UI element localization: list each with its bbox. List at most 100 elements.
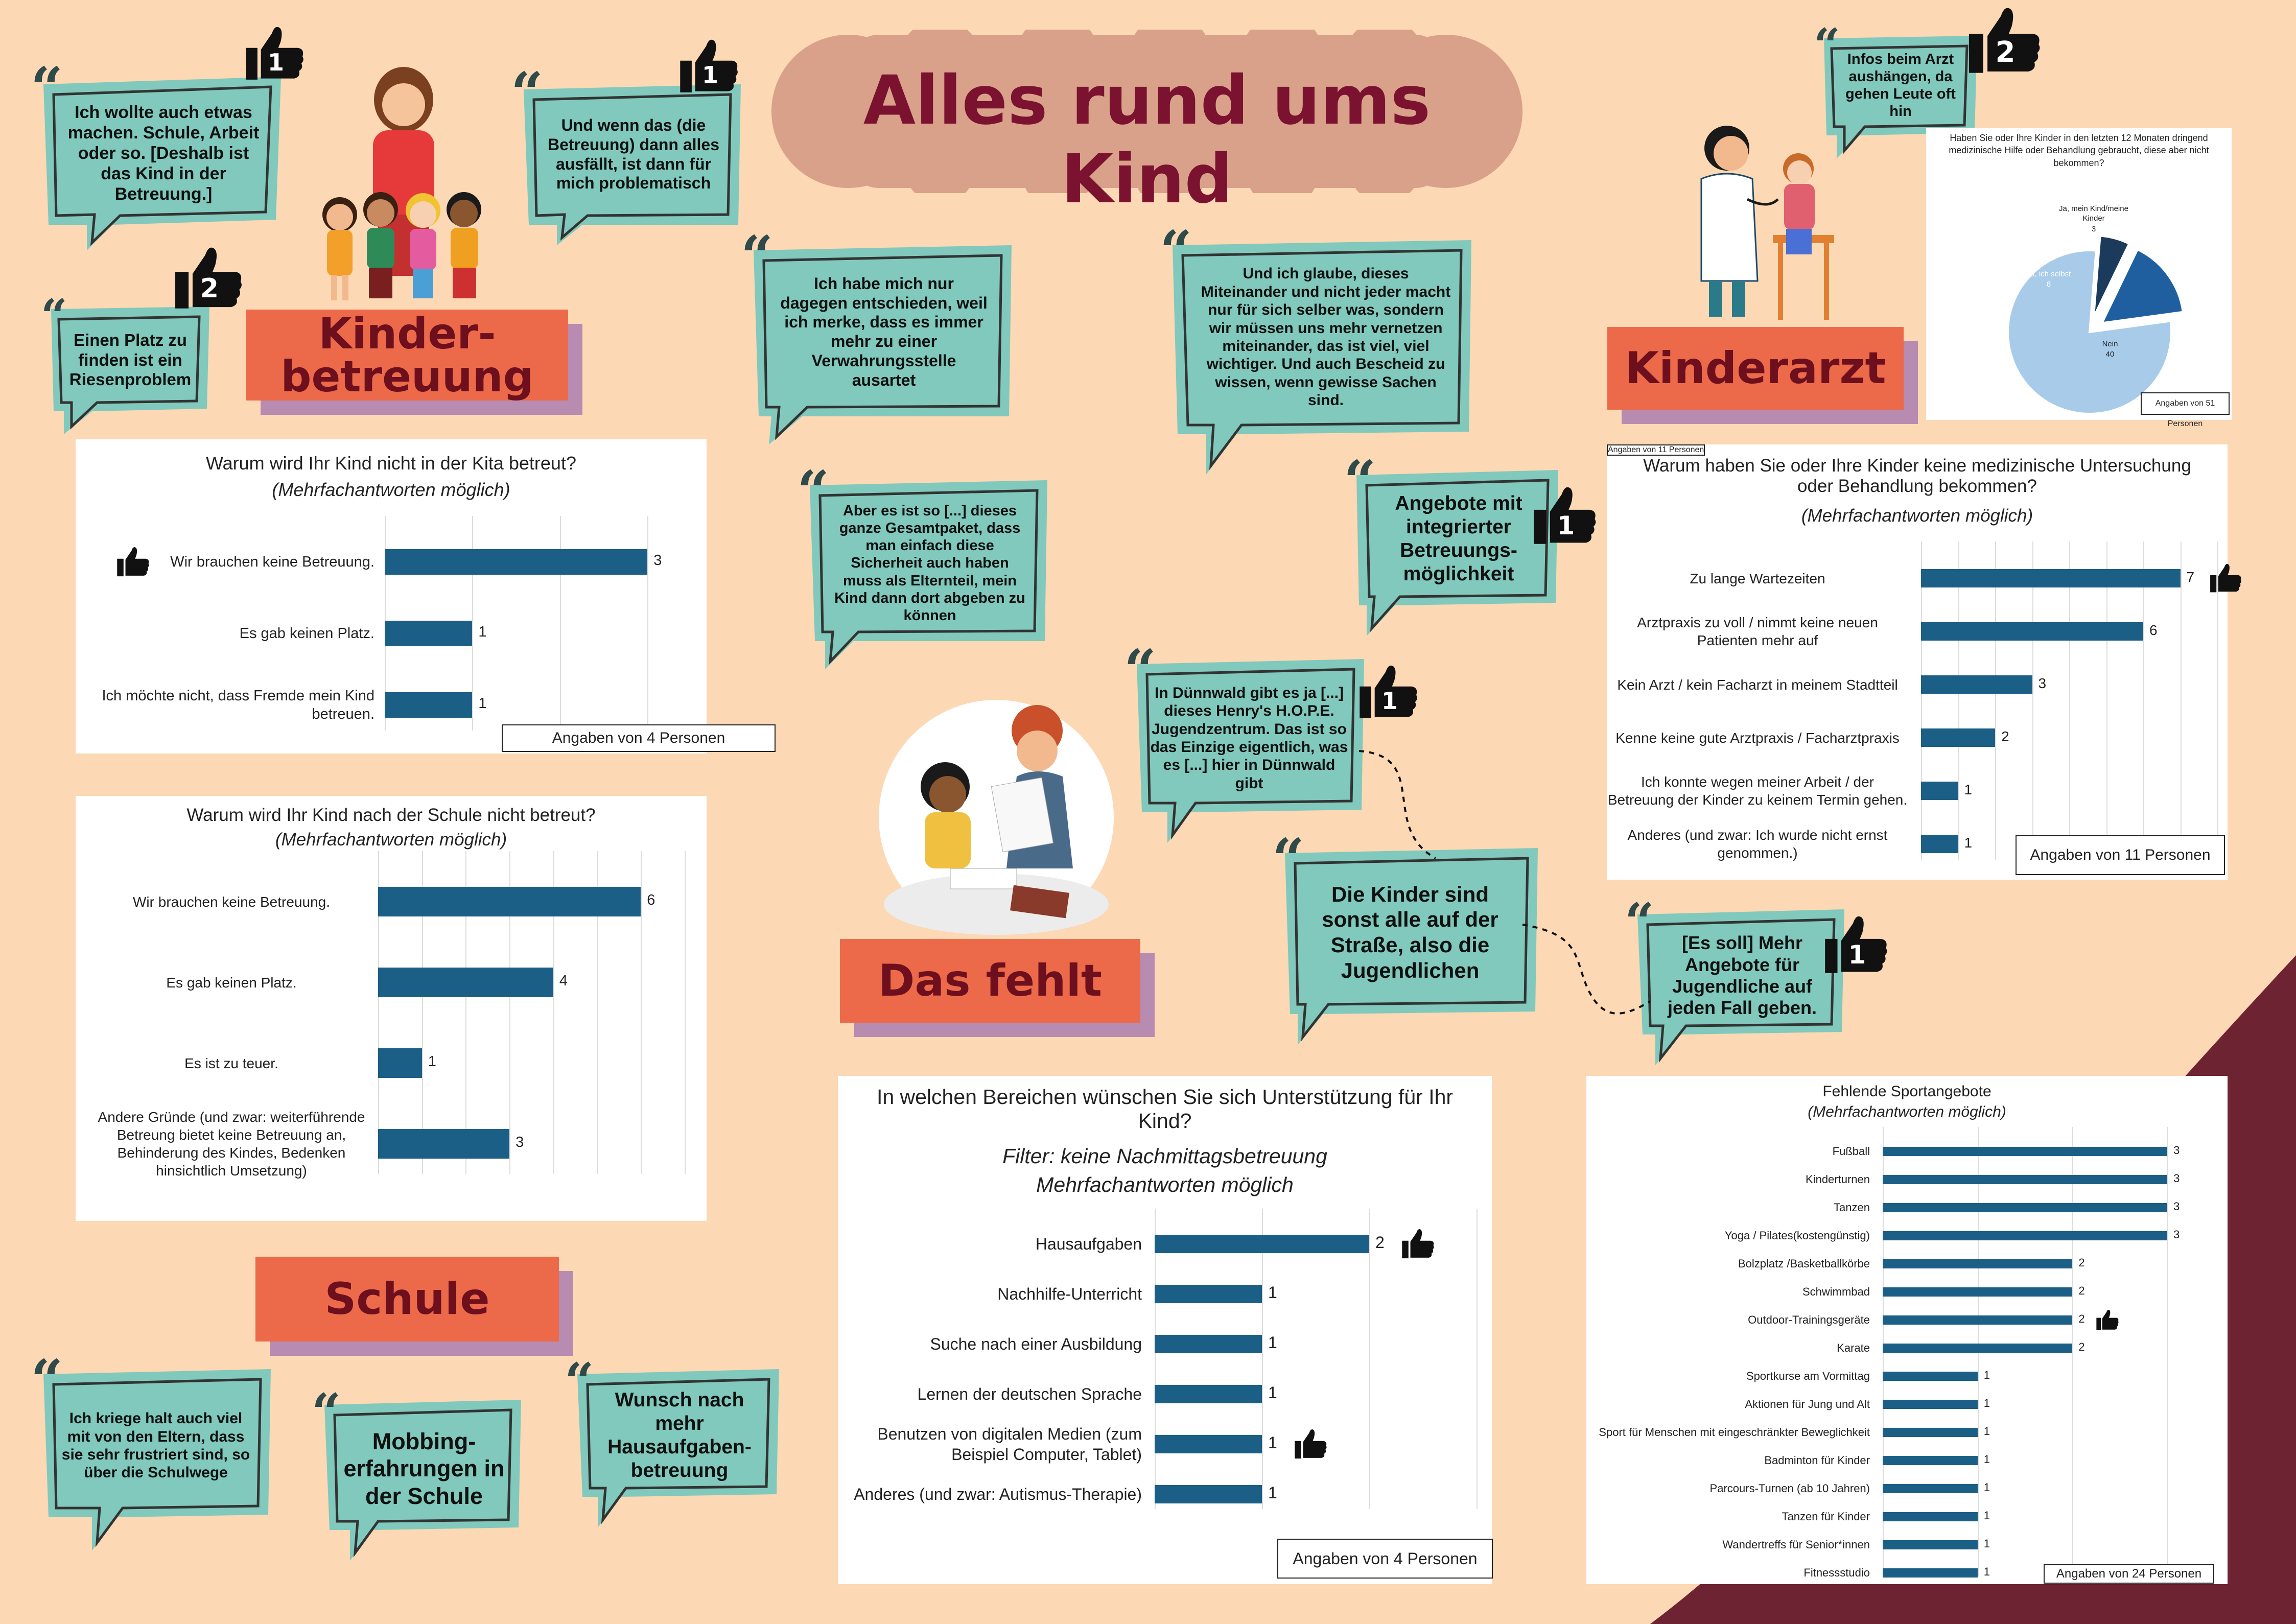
speech-bubble-shape: “ bbox=[1124, 637, 1364, 843]
category-label: Es gab keinen Platz. bbox=[239, 625, 374, 642]
gridline bbox=[1155, 1209, 1156, 1509]
speech-bubble-shape: “ bbox=[1344, 448, 1558, 636]
quote-bubble-q13: “ Mobbing-erfahrungen in der Schule bbox=[312, 1382, 526, 1563]
value-label: 1 bbox=[1268, 1484, 1277, 1502]
bar bbox=[1883, 1231, 2168, 1240]
chart-pie-arzt: Haben Sie oder Ihre Kinder in den letzte… bbox=[1926, 128, 2232, 428]
category-label: Wir brauchen keine Betreuung. bbox=[170, 553, 374, 570]
slice-label: Ja, ich selbst bbox=[2026, 270, 2071, 278]
bar bbox=[1883, 1512, 1978, 1521]
value-label: 1 bbox=[1983, 1565, 1990, 1579]
value-label: 7 bbox=[2186, 569, 2195, 585]
svg-text:“: “ bbox=[1124, 637, 1156, 703]
speech-bubble-shape: “ bbox=[511, 60, 741, 245]
category-label: Karate bbox=[1837, 1341, 1870, 1354]
bar bbox=[1883, 1371, 1978, 1381]
bar bbox=[378, 887, 641, 916]
bar bbox=[378, 1129, 510, 1159]
value-label: 3 bbox=[516, 1134, 524, 1151]
category-label: Kinderturnen bbox=[1806, 1172, 1870, 1186]
thumbs-up-icon bbox=[1292, 1426, 1328, 1463]
chart-arzt-gruende: Warum haben Sie oder Ihre Kinder keine m… bbox=[1607, 444, 2241, 880]
value-label: 2 bbox=[1375, 1233, 1385, 1252]
value-label: 1 bbox=[1983, 1481, 1990, 1494]
svg-text:“: “ bbox=[1344, 448, 1376, 514]
bar bbox=[1921, 622, 2143, 641]
gridline bbox=[2143, 542, 2144, 860]
speech-bubble-shape: “ bbox=[797, 458, 1047, 669]
quote-text: Ich kriege halt auch viel mit von den El… bbox=[61, 1410, 250, 1481]
value-label: 1 bbox=[1268, 1433, 1277, 1452]
pie-slice bbox=[2007, 249, 2172, 415]
chart-title: Warum wird Ihr Kind nicht in der Kita be… bbox=[206, 453, 576, 474]
gridline bbox=[1995, 542, 1996, 860]
category-label: Parcours-Turnen (ab 10 Jahren) bbox=[1709, 1481, 1870, 1495]
gridline bbox=[509, 851, 511, 1174]
speech-bubble-shape: “ bbox=[1272, 826, 1538, 1045]
page-title: Alles rund ums Kind bbox=[863, 61, 1431, 219]
category-label: Sportkurse am Vormittag bbox=[1746, 1369, 1870, 1382]
chart-subtitle: (Mehrfachantworten möglich) bbox=[1808, 1103, 2006, 1120]
bar bbox=[1155, 1285, 1262, 1303]
value-label: 3 bbox=[2173, 1200, 2180, 1213]
speech-bubble-shape: “ bbox=[41, 289, 209, 434]
section-label-kinderarzt: Kinderarzt bbox=[1607, 327, 1904, 410]
bar bbox=[1883, 1259, 2073, 1268]
doctor-illustration bbox=[1700, 126, 1834, 320]
quote-text: Einen Platz zu finden ist ein Riesenprob… bbox=[69, 330, 192, 389]
category-label: Wir brauchen keine Betreuung. bbox=[133, 893, 330, 910]
quote-text: Ich wollte auch etwas machen. Schule, Ar… bbox=[67, 102, 260, 204]
category-label: Hausaufgaben bbox=[1035, 1235, 1142, 1253]
chart-subtitle: Filter: keine Nachmittagsbetreuung bbox=[1002, 1144, 1327, 1168]
thumbs-up-icon: 2 bbox=[1962, 0, 2044, 82]
value-label: 1 bbox=[1983, 1397, 1990, 1410]
quote-bubble-q3: “ Einen Platz zu finden ist ein Riesenpr… bbox=[41, 289, 215, 434]
quote-text: [Es soll] Mehr Angebote für Jugendliche … bbox=[1667, 932, 1817, 1019]
svg-text:“: “ bbox=[565, 1352, 594, 1412]
quote-text: Ich habe mich nur dagegen entschieden, w… bbox=[780, 274, 988, 389]
bar bbox=[1883, 1203, 2168, 1212]
svg-text:“: “ bbox=[1814, 18, 1840, 73]
value-label: 2 bbox=[2078, 1256, 2085, 1269]
bar bbox=[1883, 1399, 1978, 1409]
bar bbox=[378, 1048, 422, 1078]
value-label: 2 bbox=[2078, 1340, 2085, 1354]
quote-text: Mobbing-erfahrungen in der Schule bbox=[343, 1428, 505, 1509]
category-label: Sport für Menschen mit eingeschränkter B… bbox=[1599, 1425, 1870, 1439]
value-label: 3 bbox=[2173, 1172, 2180, 1185]
pie-slice bbox=[2100, 248, 2185, 324]
category-label: Ich konnte wegen meiner Arbeit / der Bet… bbox=[1607, 774, 1908, 808]
thumbs-up-icon: 1 bbox=[1354, 659, 1420, 725]
value-label: 4 bbox=[559, 973, 568, 990]
gridline bbox=[597, 851, 598, 1174]
gridline bbox=[647, 516, 649, 731]
chart-title: Warum haben Sie oder Ihre Kinder keine m… bbox=[1643, 456, 2191, 496]
bar bbox=[1883, 1427, 1978, 1437]
value-label: 3 bbox=[2038, 675, 2047, 691]
section-label-das-fehlt: Das fehlt bbox=[840, 939, 1140, 1023]
value-label: 1 bbox=[1964, 834, 1973, 851]
bar bbox=[1883, 1484, 1978, 1493]
slice-value: 8 bbox=[2046, 280, 2051, 289]
bar bbox=[378, 968, 553, 997]
value-label: 1 bbox=[1983, 1453, 1990, 1466]
quote-bubble-q11: “ [Es soll] Mehr Angebote für Jugendlich… bbox=[1625, 892, 1849, 1068]
speech-bubble-shape: “ bbox=[1160, 218, 1471, 475]
value-label: 1 bbox=[1268, 1383, 1277, 1402]
value-label: 1 bbox=[478, 695, 487, 712]
category-label: Suche nach einer Ausbildung bbox=[930, 1335, 1142, 1353]
chart-subtitle: Mehrfachantworten möglich bbox=[1036, 1173, 1294, 1196]
respondent-note: Angaben von 4 Personen bbox=[502, 724, 776, 752]
bar bbox=[385, 692, 473, 718]
slice-value: 40 bbox=[2105, 350, 2115, 359]
svg-text:“: “ bbox=[741, 223, 773, 289]
chart-kita: Warum wird Ihr Kind nicht in der Kita be… bbox=[76, 439, 776, 754]
slice-label: Nein bbox=[2102, 340, 2118, 348]
quote-text: Infos beim Arzt aushängen, da gehen Leut… bbox=[1845, 51, 1956, 120]
category-label: Aktionen für Jung und Alt bbox=[1745, 1397, 1870, 1410]
category-label: Fitnessstudio bbox=[1803, 1566, 1870, 1579]
respondent-note: Angaben von 4 Personen bbox=[1277, 1539, 1493, 1579]
gridline bbox=[421, 851, 423, 1174]
quote-text: Die Kinder sind sonst alle auf der Straß… bbox=[1322, 882, 1498, 982]
chart-title: Warum wird Ihr Kind nach der Schule nich… bbox=[186, 805, 596, 825]
